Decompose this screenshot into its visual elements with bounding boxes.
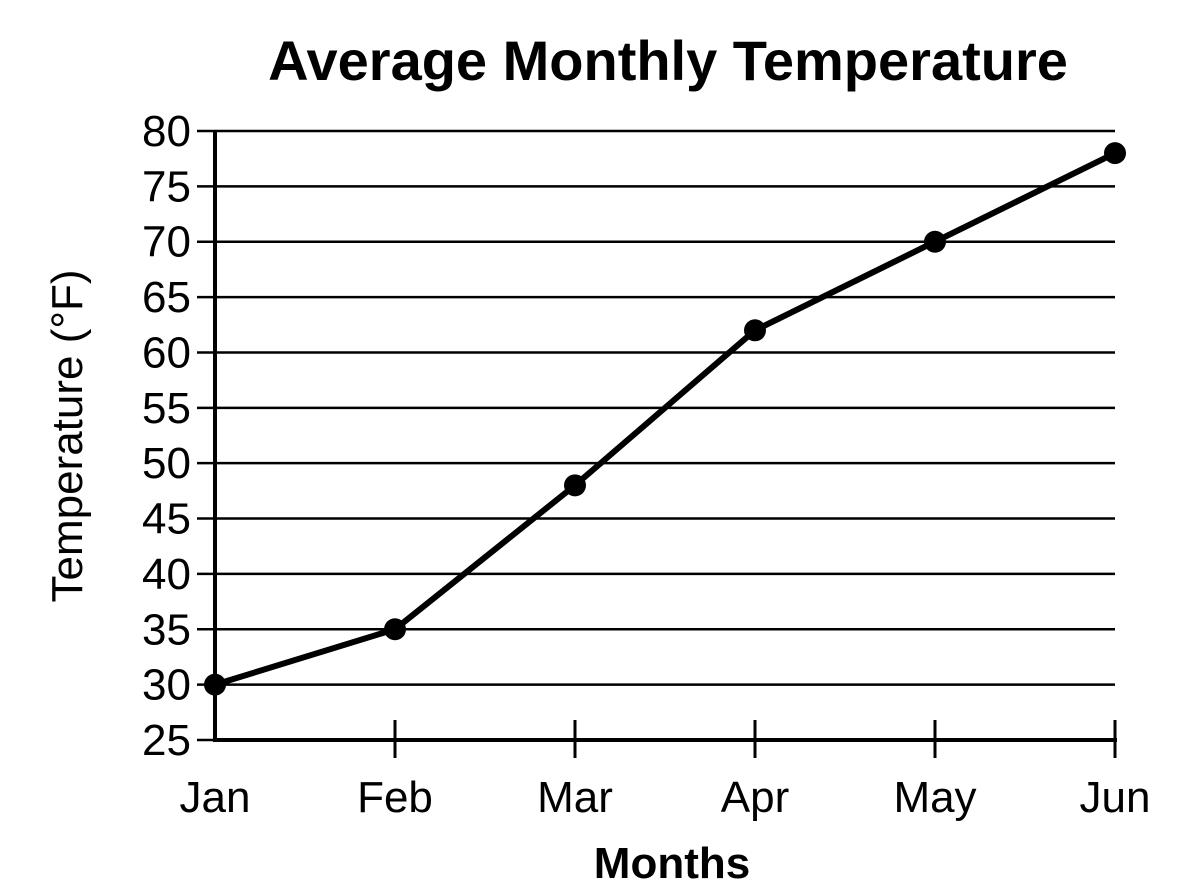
- y-tick-label: 80: [142, 107, 191, 156]
- data-point-jun: [1104, 142, 1126, 165]
- x-tick-label: May: [893, 773, 976, 822]
- x-tick-label: Jun: [1080, 773, 1151, 822]
- y-tick-label: 35: [142, 605, 191, 654]
- y-tick-label: 45: [142, 495, 191, 544]
- data-point-may: [924, 230, 946, 253]
- y-tick-label: 30: [142, 661, 191, 710]
- data-point-feb: [384, 618, 406, 641]
- axes: [197, 129, 1117, 758]
- series-line: [212, 150, 1118, 688]
- x-tick-label: Jan: [180, 773, 251, 822]
- chart-title: Average Monthly Temperature: [268, 29, 1068, 92]
- series-layer: [204, 142, 1126, 696]
- y-tick-label: 40: [142, 550, 191, 599]
- y-tick-label: 25: [142, 716, 191, 765]
- tick-labels: 25 30 35 40 45 50 55 60 65 70 75 80 Jan Feb Mar Apr May J…: [142, 107, 1150, 822]
- x-tick-label: Mar: [537, 773, 613, 822]
- y-tick-label: 65: [142, 273, 191, 322]
- data-point-jan: [204, 673, 226, 696]
- y-tick-label: 55: [142, 384, 191, 433]
- y-tick-label: 60: [142, 328, 191, 377]
- x-tick-label: Apr: [721, 773, 789, 822]
- data-point-mar: [564, 474, 586, 497]
- x-tick-label: Feb: [357, 773, 433, 822]
- y-tick-label: 75: [142, 162, 191, 211]
- data-point-apr: [744, 319, 766, 342]
- y-tick-label: 70: [142, 218, 191, 267]
- y-axis-label: Temperature (°F): [43, 269, 92, 602]
- x-axis-label: Months: [594, 839, 750, 888]
- y-tick-label: 50: [142, 439, 191, 488]
